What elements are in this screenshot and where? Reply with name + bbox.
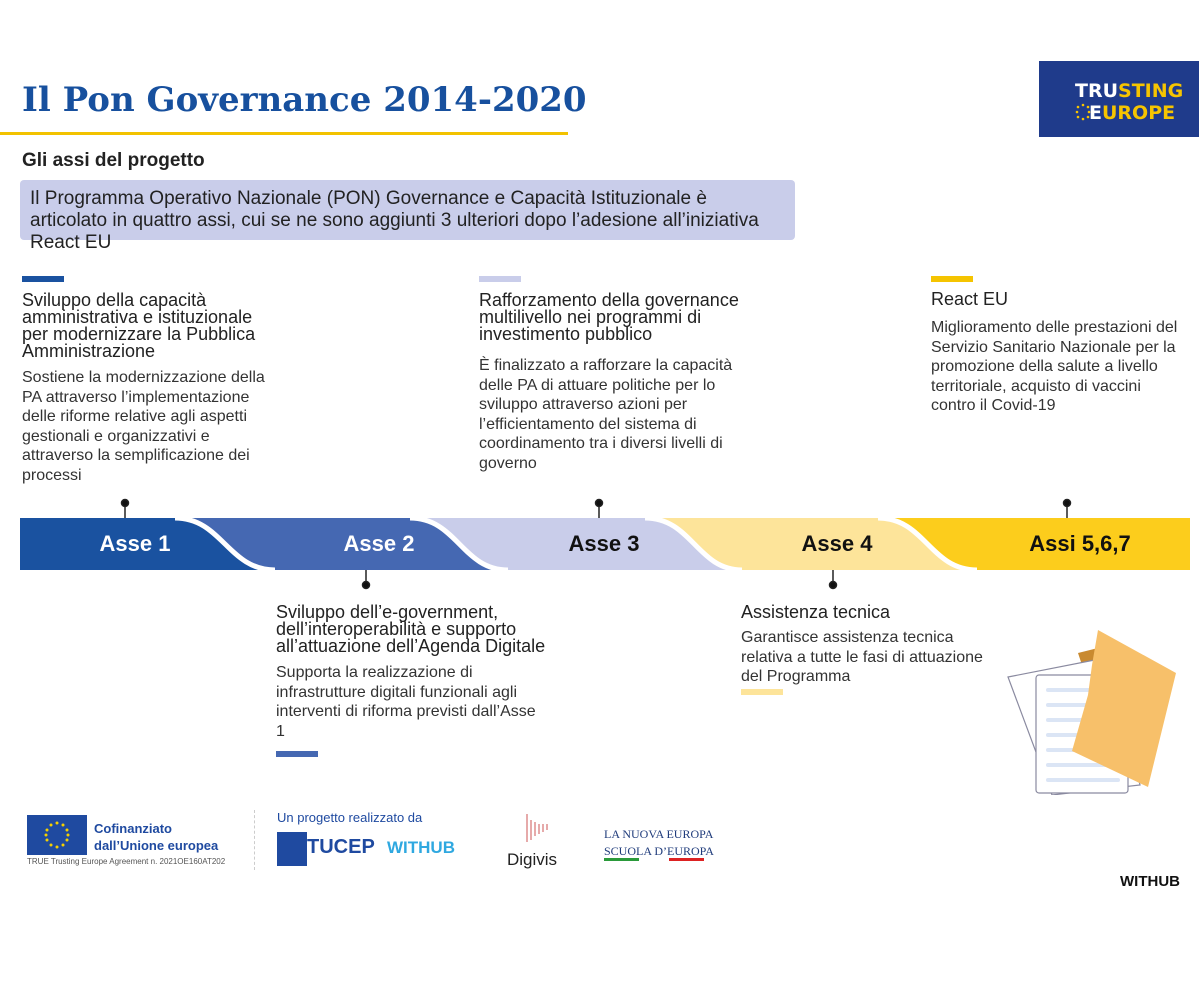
asse1-label: Asse 1 [99,531,171,556]
asse2-label: Asse 2 [343,531,415,556]
timeline-ribbon [20,498,1190,590]
asse1-segment [20,518,275,570]
withub-partner-logo: WITHUB [387,838,455,857]
asse4-marker [741,689,783,695]
asse2-heading: Sviluppo dell’e-government, dell’interop… [276,602,546,656]
intro-box: Il Programma Operativo Nazionale (PON) G… [20,180,795,253]
asse3-label: Asse 3 [568,531,640,556]
svg-text:TRUSTING: TRUSTING [1075,80,1183,102]
agreement-text: TRUE Trusting Europe Agreement n. 2021OE… [27,857,226,866]
footer-divider [254,810,255,870]
asse2-text: Supporta la realizzazione di infrastrutt… [276,664,536,740]
asse4-heading: Assistenza tecnica [741,602,891,622]
scuola-d-europa-logo: SCUOLA D’EUROPA [604,844,714,858]
tucep-logo-mark [277,832,307,866]
assi567-label: Assi 5,6,7 [1029,531,1131,556]
tucep-logo: TUCEP [307,836,375,858]
page-title: Il Pon Governance 2014-2020 [22,80,587,120]
asse1-heading: Sviluppo della capacità amministrativa e… [22,290,256,361]
react-eu-text: Miglioramento delle prestazioni del Serv… [931,319,1178,414]
react-eu-marker [931,276,973,282]
digivis-logo: Digivis [507,850,558,869]
asse4-label: Asse 4 [801,531,873,556]
digivis-logo-mark [526,814,548,842]
documents-folder-icon [1007,630,1176,795]
eu-flag-icon [27,815,87,855]
trusting-europe-logo: TRUSTING EUROPE [1039,61,1199,137]
asse3-heading: Rafforzamento della governance multilive… [479,290,739,344]
asse3-text: È finalizzato a rafforzare la capacità d… [479,357,733,472]
italian-flag-stripe [604,858,704,861]
section-subtitle: Gli assi del progetto [22,150,205,171]
svg-text:EUROPE: EUROPE [1089,102,1175,124]
asse1-text: Sostiene la modernizzazione della PA att… [22,369,265,484]
asse2-marker [276,751,318,757]
react-eu-heading: React EU [931,289,1009,309]
realized-by-label: Un progetto realizzato da [277,810,423,825]
title-underline [0,132,568,135]
asse3-marker [479,276,521,282]
withub-brand: WITHUB [1120,873,1180,890]
asse4-text: Garantisce assistenza tecnica relativa a… [741,629,983,685]
asse1-marker [22,276,64,282]
eu-cofinanced-label: Cofinanziato dall’Unione europea [94,821,219,853]
la-nuova-europa-logo: LA NUOVA EUROPA [604,827,714,841]
